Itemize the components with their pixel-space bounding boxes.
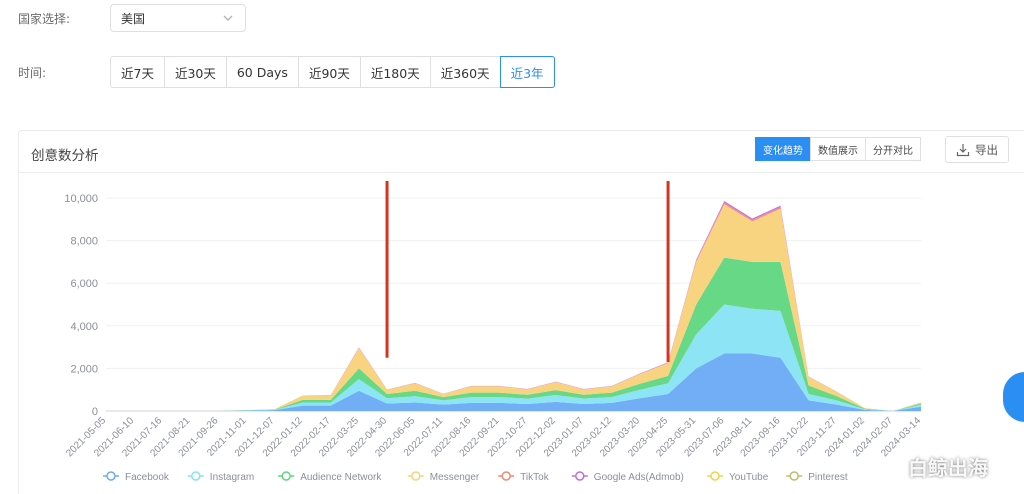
- legend-label: Instagram: [210, 472, 254, 483]
- chevron-down-icon: [223, 15, 233, 21]
- country-select[interactable]: 美国: [110, 4, 246, 32]
- view-trend-button[interactable]: 变化趋势: [755, 137, 811, 161]
- watermark: 白鲸出海: [880, 452, 988, 481]
- watermark-text: 白鲸出海: [908, 456, 988, 480]
- legend-label: TikTok: [520, 472, 550, 483]
- view-toggle: 变化趋势 数值展示 分开对比: [755, 137, 921, 161]
- legend-label: Google Ads(Admob): [594, 472, 684, 483]
- legend-marker: [789, 471, 799, 481]
- legend-item-instagram[interactable]: Instagram: [187, 471, 254, 483]
- floating-action-button[interactable]: [1003, 372, 1024, 422]
- legend-label: YouTube: [729, 472, 769, 483]
- country-filter: 国家选择: 美国: [18, 4, 246, 32]
- export-label: 导出: [975, 142, 998, 157]
- time-range-90d[interactable]: 近90天: [297, 56, 361, 88]
- panel-header: 创意数分析 变化趋势 数值展示 分开对比 导出: [19, 131, 1024, 173]
- legend-item-google-ads-admob-[interactable]: Google Ads(Admob): [571, 471, 684, 483]
- time-range-group: 近7天 近30天 60 Days 近90天 近180天 近360天 近3年: [110, 56, 555, 88]
- legend-item-messenger[interactable]: Messenger: [407, 471, 480, 483]
- legend-marker: [411, 471, 421, 481]
- series-area-audience-network: [106, 257, 921, 411]
- legend-label: Facebook: [125, 472, 170, 483]
- download-icon: [956, 143, 970, 156]
- y-tick-label: 2,000: [70, 363, 98, 375]
- legend-marker: [575, 471, 585, 481]
- y-tick-label: 8,000: [70, 236, 98, 248]
- legend-item-youtube[interactable]: YouTube: [707, 471, 769, 483]
- legend-marker: [710, 471, 720, 481]
- series-area-instagram: [106, 304, 921, 411]
- series-area-messenger: [106, 204, 921, 411]
- legend-label: Audience Network: [300, 472, 382, 483]
- legend-marker: [501, 471, 511, 481]
- legend-item-tiktok[interactable]: TikTok: [498, 471, 550, 483]
- creative-analysis-panel: 创意数分析 变化趋势 数值展示 分开对比 导出: [18, 130, 1024, 494]
- legend-item-pinterest[interactable]: Pinterest: [786, 471, 848, 483]
- legend-marker: [191, 471, 201, 481]
- time-range-360d[interactable]: 近360天: [429, 56, 501, 88]
- legend-item-audience-network[interactable]: Audience Network: [278, 471, 382, 483]
- weibo-icon: [880, 458, 902, 476]
- legend-marker: [106, 471, 116, 481]
- legend-item-facebook[interactable]: Facebook: [103, 471, 170, 483]
- legend-marker: [281, 471, 291, 481]
- time-range-30d[interactable]: 近30天: [163, 56, 227, 88]
- time-filter: 时间: 近7天 近30天 60 Days 近90天 近180天 近360天 近3…: [18, 56, 555, 88]
- export-button[interactable]: 导出: [945, 136, 1009, 163]
- y-tick-label: 10,000: [64, 193, 98, 205]
- series-area-facebook: [106, 353, 921, 411]
- panel-title: 创意数分析: [31, 148, 99, 164]
- y-tick-label: 0: [92, 406, 98, 418]
- time-filter-label: 时间:: [18, 65, 47, 80]
- view-compare-button[interactable]: 分开对比: [865, 137, 921, 161]
- country-filter-label: 国家选择:: [18, 11, 71, 26]
- time-range-3y[interactable]: 近3年: [499, 56, 555, 88]
- country-select-value: 美国: [121, 11, 146, 26]
- legend-label: Pinterest: [808, 472, 848, 483]
- legend-label: Messenger: [430, 472, 480, 483]
- y-tick-label: 4,000: [70, 321, 98, 333]
- y-tick-label: 6,000: [70, 278, 98, 290]
- time-range-60d[interactable]: 60 Days: [225, 56, 299, 88]
